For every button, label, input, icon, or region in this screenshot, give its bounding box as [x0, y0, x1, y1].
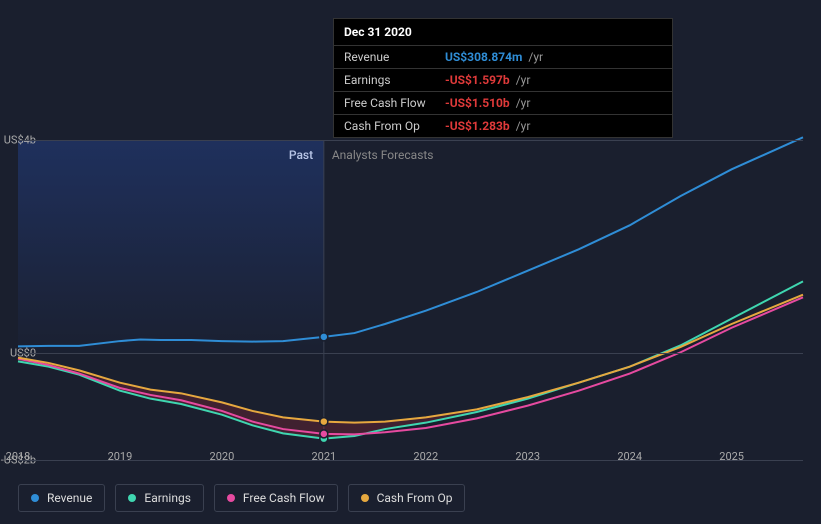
gridline	[18, 140, 803, 141]
tooltip-metric-value: -US$1.283b	[445, 119, 510, 133]
x-axis-tick-label: 2020	[210, 450, 235, 463]
tooltip-metric-unit: /yr	[516, 96, 531, 110]
x-axis-tick-label: 2022	[413, 450, 438, 463]
legend-item-fcf[interactable]: Free Cash Flow	[214, 484, 338, 512]
x-axis-tick-label: 2024	[617, 450, 642, 463]
x-axis-tick-label: 2021	[311, 450, 336, 463]
tooltip-metric-value: US$308.874m	[445, 50, 522, 64]
x-axis-tick-label: 2025	[719, 450, 744, 463]
series-marker-revenue	[320, 333, 328, 341]
gridline	[18, 460, 803, 461]
chart-legend: Revenue Earnings Free Cash Flow Cash From O…	[18, 484, 465, 512]
tooltip-metric-label: Cash From Op	[344, 119, 439, 133]
x-axis-tick-label: 2023	[515, 450, 540, 463]
x-axis-tick-label: 2018	[6, 450, 31, 463]
legend-item-revenue[interactable]: Revenue	[18, 484, 105, 512]
tooltip-metric-value: -US$1.597b	[445, 73, 510, 87]
tooltip-metric-label: Revenue	[344, 50, 439, 64]
tooltip-row: Free Cash Flow -US$1.510b/yr	[334, 92, 672, 115]
series-marker-fcf	[320, 430, 328, 438]
tooltip-metric-label: Earnings	[344, 73, 439, 87]
legend-label: Free Cash Flow	[243, 491, 325, 505]
x-axis-tick-label: 2019	[108, 450, 133, 463]
tooltip-metric-unit: /yr	[528, 50, 543, 64]
gridline	[18, 353, 803, 354]
tooltip-metric-value: -US$1.510b	[445, 96, 510, 110]
legend-dot-icon	[128, 494, 136, 502]
legend-dot-icon	[227, 494, 235, 502]
legend-dot-icon	[361, 494, 369, 502]
tooltip-metric-unit: /yr	[516, 73, 531, 87]
legend-item-earnings[interactable]: Earnings	[115, 484, 204, 512]
legend-item-cfo[interactable]: Cash From Op	[348, 484, 466, 512]
tooltip-row: Earnings -US$1.597b/yr	[334, 69, 672, 92]
tooltip-date: Dec 31 2020	[334, 19, 672, 46]
financial-chart: { "layout": { "width": 821, "height": 52…	[0, 0, 821, 524]
tooltip-metric-label: Free Cash Flow	[344, 96, 439, 110]
legend-label: Cash From Op	[377, 491, 453, 505]
tooltip-row: Revenue US$308.874m/yr	[334, 46, 672, 69]
tooltip-row: Cash From Op -US$1.283b/yr	[334, 115, 672, 137]
series-marker-cfo	[320, 418, 328, 426]
legend-dot-icon	[31, 494, 39, 502]
legend-label: Revenue	[47, 491, 92, 505]
legend-label: Earnings	[144, 491, 191, 505]
chart-tooltip: Dec 31 2020 RevenueUS$308.874m/yrEarning…	[333, 18, 673, 138]
tooltip-metric-unit: /yr	[516, 119, 531, 133]
